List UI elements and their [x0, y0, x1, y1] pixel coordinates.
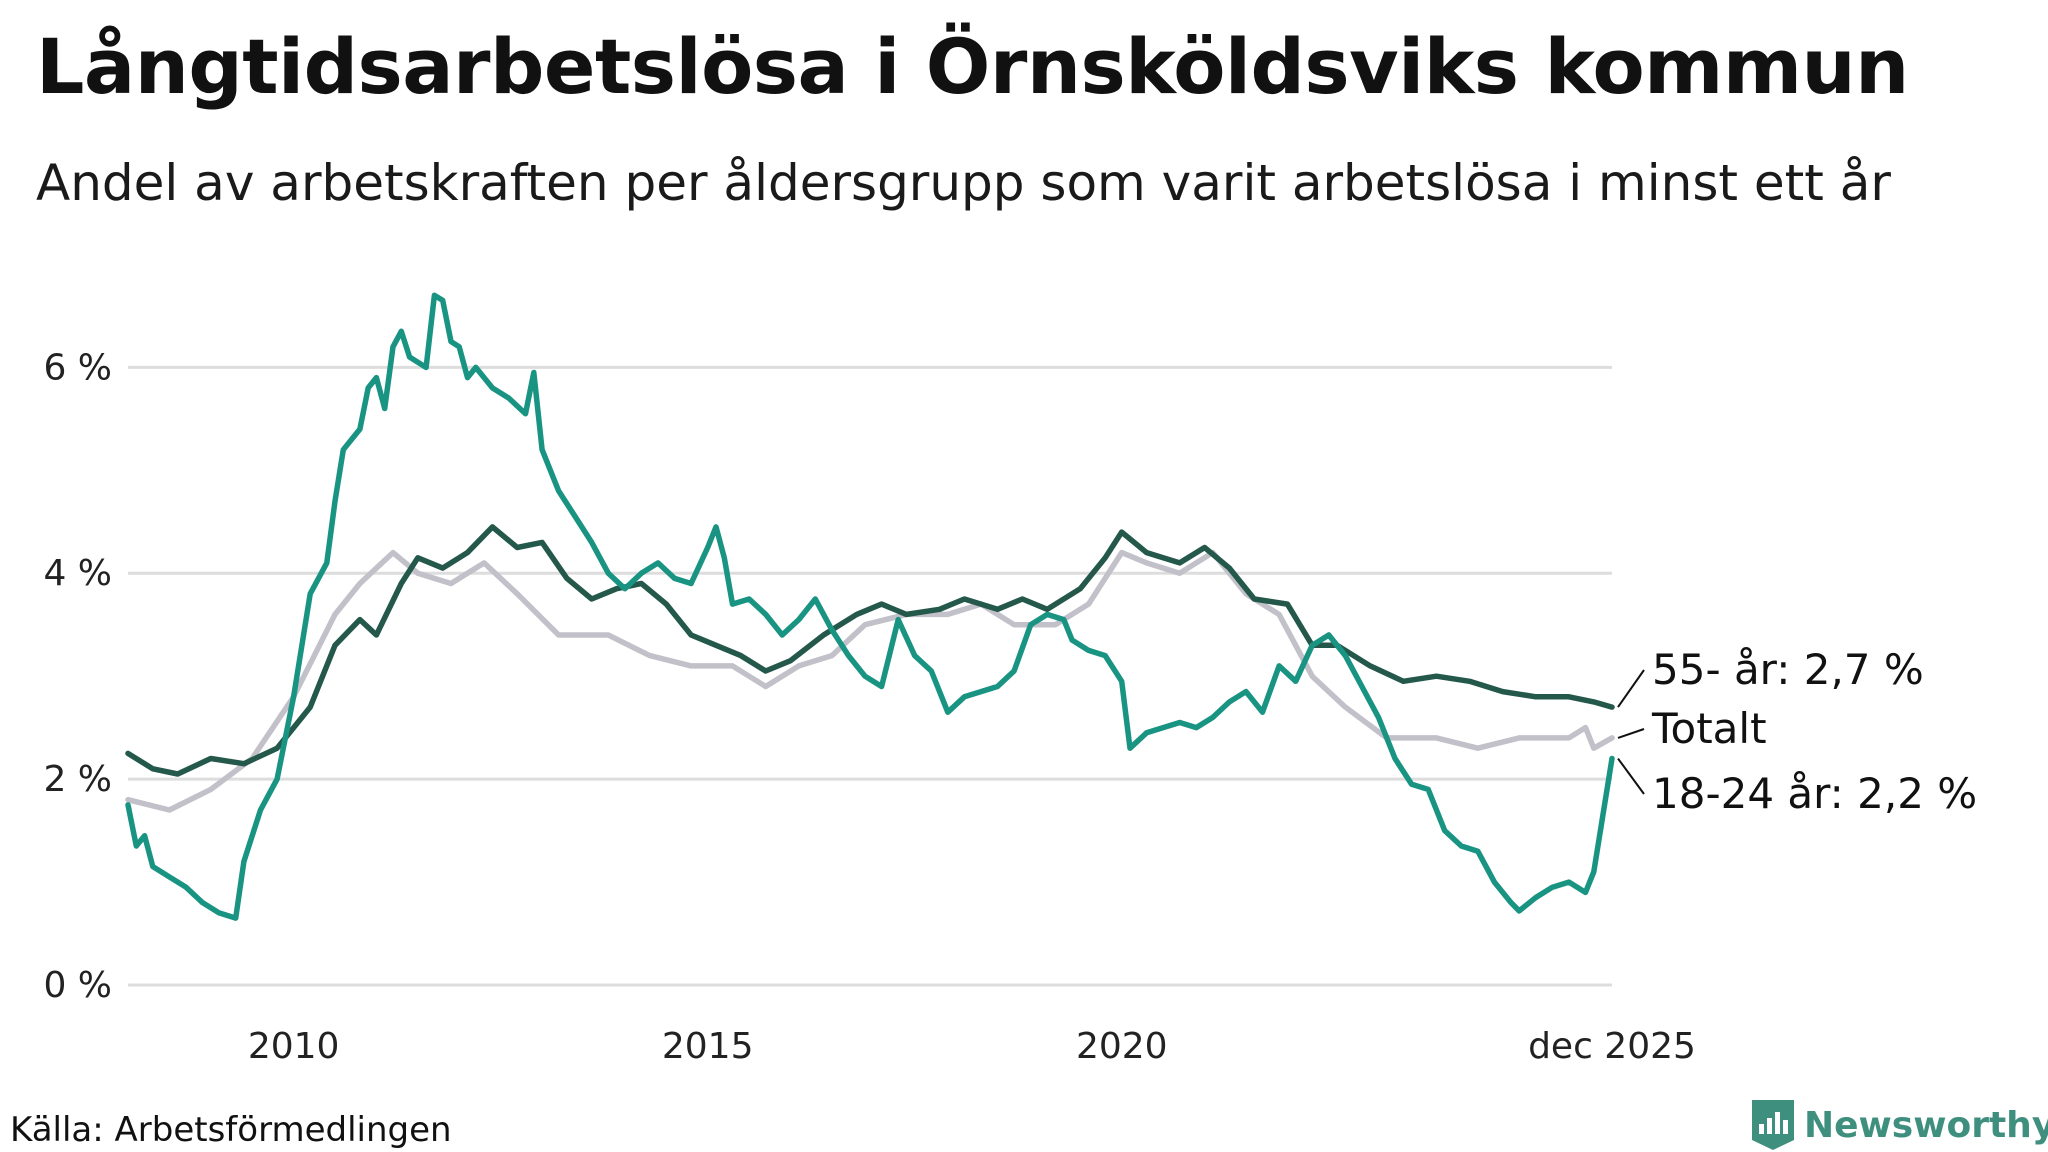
series-layer [125, 292, 1615, 921]
newsworthy-logo-icon [1752, 1100, 1794, 1150]
series-end-label: 55- år: 2,7 % [1652, 645, 1924, 694]
brand-name: Newsworthy [1804, 1104, 2048, 1146]
series-line-18-24-r [125, 292, 1615, 921]
series-end-label: 18-24 år: 2,2 % [1652, 769, 1977, 818]
leader-line [1617, 669, 1645, 708]
y-tick-label: 0 % [43, 965, 112, 1006]
y-tick-label: 4 % [43, 553, 112, 594]
x-tick-label: 2020 [1076, 1026, 1168, 1067]
line-chart: Totalt 55- år: 2,7 % 18-24 år: 2,2 % 0 % 2 … [43, 292, 1977, 1067]
x-tick-label: 2015 [662, 1026, 754, 1067]
leader-line [1617, 757, 1645, 795]
x-tick-label: dec 2025 [1528, 1026, 1696, 1067]
grid-layer [128, 365, 1612, 987]
chart-title: Långtidsarbetslösa i Örnsköldsviks kommu… [36, 22, 1909, 111]
leader-line [1617, 728, 1645, 739]
chart-subtitle: Andel av arbetskraften per åldersgrupp s… [36, 154, 1891, 212]
source-note: Källa: Arbetsförmedlingen [10, 1110, 452, 1150]
brand-logo: Newsworthy [1752, 1100, 2048, 1150]
series-line-55-r [125, 524, 1615, 777]
y-tick-label: 2 % [43, 759, 112, 800]
end-label-layer: Totalt 55- år: 2,7 % 18-24 år: 2,2 % [1617, 645, 1977, 818]
x-tick-label: 2010 [248, 1026, 340, 1067]
series-end-label: Totalt [1651, 704, 1767, 753]
axis-layer: 0 % 2 % 4 % 6 % 2010 2015 2020 dec 2025 [43, 347, 1695, 1067]
y-tick-label: 6 % [43, 347, 112, 388]
